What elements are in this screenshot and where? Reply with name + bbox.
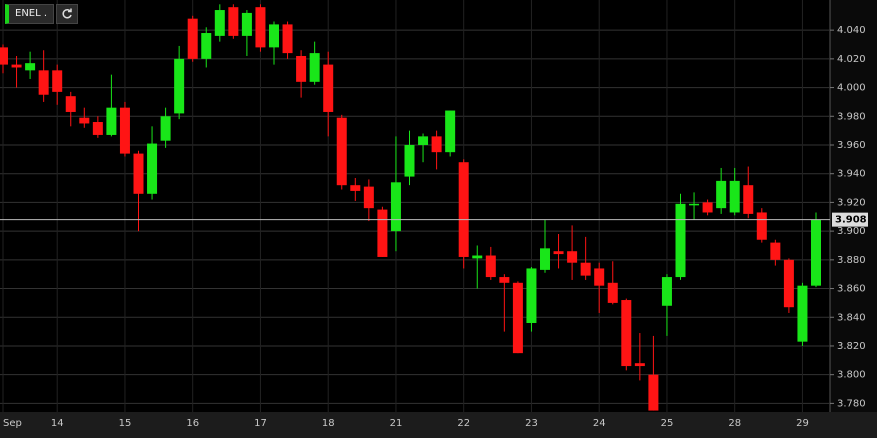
candle-body [418,136,429,145]
candle-body [770,242,781,260]
x-tick-label: 23 [525,418,538,429]
candle-body [634,363,645,367]
candle-body [79,117,90,124]
candle-body [540,248,550,270]
candle-body [580,262,591,276]
candle-body [661,277,672,306]
last-price-box [832,212,868,227]
candle-body [133,153,144,194]
y-tick-label: 3.840 [837,312,866,323]
y-tick-label: 3.780 [837,398,866,409]
y-tick-label: 3.820 [837,341,866,352]
candle-body [255,7,266,48]
candle-body [756,212,767,240]
candle-body [390,182,401,232]
y-tick-label: 3.900 [837,226,866,237]
candle-body [350,185,361,191]
candle-body [811,219,821,286]
date-panel [0,412,877,438]
candle-body [147,143,158,194]
candle-body [92,122,103,135]
candle-body [404,144,415,177]
candle-body [65,96,76,112]
candle-body [729,180,740,213]
candle-body [526,268,537,323]
symbol[interactable]: ENEL . [5,4,55,24]
candle-body [11,64,22,68]
candle-body [702,202,713,213]
x-tick-label: 28 [728,418,741,429]
candle-body [512,282,523,354]
candle-body [336,117,347,186]
candle-body [567,251,578,263]
y-tick-label: 4.000 [837,83,866,94]
candle-body [458,162,469,257]
candle-body [201,33,212,59]
candle-body [621,300,632,367]
y-tick-label: 3.860 [837,284,866,295]
x-tick-label: 17 [254,418,267,429]
candle-body [743,185,754,214]
y-tick-label: 3.980 [837,111,866,122]
candle-body [214,10,225,36]
candle-body [174,58,185,114]
candle-body [0,47,8,65]
candle-body [689,203,700,206]
candle-body [241,12,252,36]
candle-body [52,70,63,92]
x-tick-label: 29 [796,418,809,429]
last-price-label: 3.908 [835,215,867,226]
candle-body [553,251,564,255]
y-tick-label: 3.880 [837,255,866,266]
y-tick-label: 3.920 [837,197,866,208]
x-tick-label: 14 [51,418,64,429]
header: ENEL . [5,4,79,24]
candle-body [377,209,388,257]
x-tick-label: 15 [119,418,132,429]
x-tick-label: 16 [186,418,199,429]
candle-body [485,255,496,278]
candle-body [499,277,510,283]
candle-body [119,107,130,154]
y-tick-label: 4.040 [837,25,866,36]
candle-body [445,110,456,153]
candle-body [431,136,442,153]
candle-body [323,64,334,112]
x-tick-label: Sep [3,418,22,429]
x-tick-label: 18 [322,418,335,429]
candle-body [363,186,374,209]
candle-body [296,55,307,82]
candle-body [25,63,36,71]
x-tick-label: 21 [390,418,403,429]
x-tick-label: 24 [593,418,606,429]
candle-body [472,255,483,259]
candle-body [160,116,171,141]
candle-body [783,259,794,308]
candle-body [187,18,198,59]
refresh-button[interactable] [56,4,79,24]
candle-body [228,7,239,36]
refresh-icon [62,8,72,19]
candle-body [797,285,808,342]
candle-body [716,180,727,209]
y-tick-label: 3.800 [837,370,866,381]
y-tick-label: 3.940 [837,169,866,180]
candle-body [648,374,659,411]
candle-body [594,268,605,286]
candle-body [282,24,293,54]
y-tick-label: 3.960 [837,140,866,151]
x-tick-label: 25 [661,418,674,429]
x-tick-label: 22 [457,418,470,429]
candle-body [106,107,117,135]
y-tick-label: 4.020 [837,54,866,65]
candle-body [38,70,49,95]
candle-body [675,203,686,278]
candle-body [269,24,279,48]
candle-body [309,53,320,82]
candle-body [607,282,618,303]
